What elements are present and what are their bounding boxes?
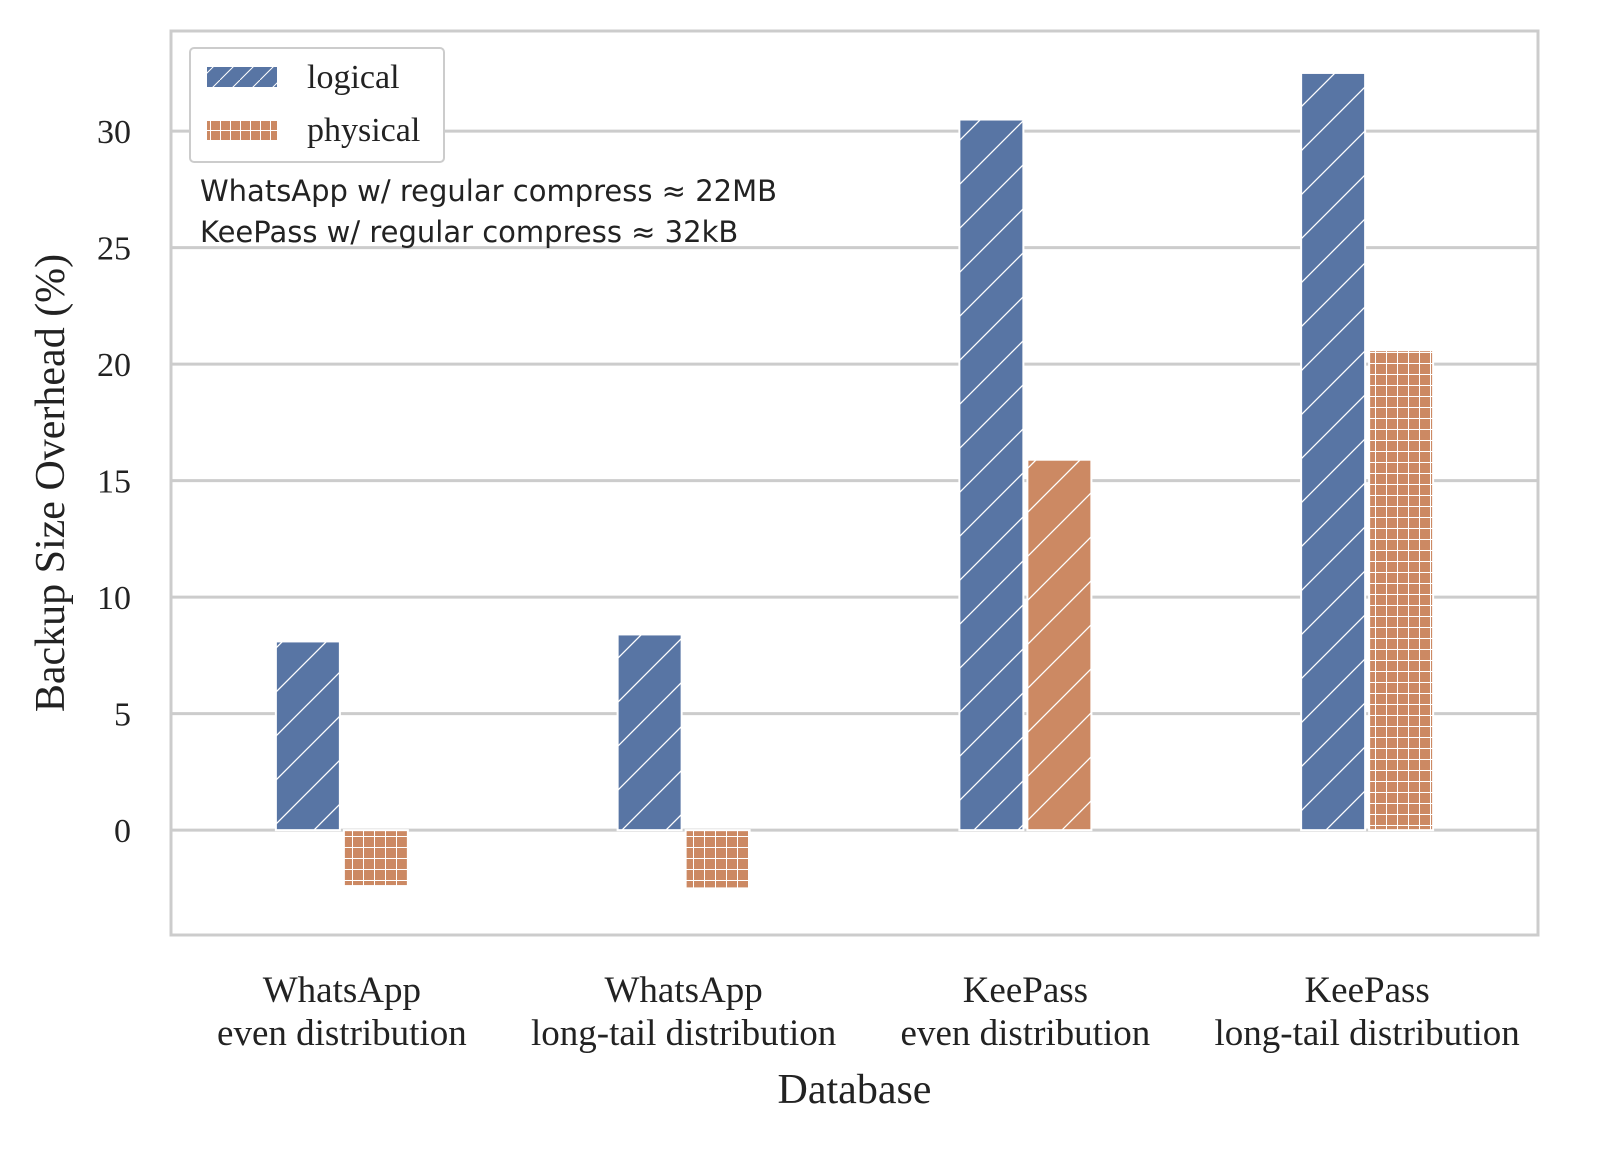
plot-frame: [169, 29, 1540, 937]
legend-swatch-logical: [207, 67, 277, 87]
legend-label-physical: physical: [307, 112, 420, 149]
x-tick-label: WhatsApp: [263, 970, 421, 1011]
y-tick-label: 25: [97, 231, 131, 268]
legend-label-logical: logical: [307, 59, 400, 96]
bar-physical: [684, 829, 751, 890]
bar-physical: [1368, 349, 1435, 832]
legend-swatch-physical: [207, 120, 277, 140]
x-axis-title: Database: [778, 1067, 932, 1113]
x-tick-label: KeePass: [963, 970, 1088, 1011]
bar-physical: [342, 829, 409, 888]
legend: logical physical: [189, 47, 445, 163]
x-tick-label: long-tail distribution: [531, 1013, 836, 1054]
x-tick-label: even distribution: [901, 1013, 1151, 1054]
y-tick-label: 10: [97, 580, 131, 617]
x-tick-label: even distribution: [217, 1013, 467, 1054]
bar-physical: [1026, 458, 1093, 832]
y-tick-labels: 0 5 10 15 20 25 30: [97, 114, 131, 850]
y-tick-label: 20: [97, 347, 131, 384]
bars-layer: [274, 71, 1435, 890]
bar-logical: [616, 633, 683, 832]
annotation-keepass-compress: KeePass w/ regular compress ≈ 32kB: [200, 215, 738, 249]
x-tick-label: long-tail distribution: [1215, 1013, 1520, 1054]
bar-logical: [958, 118, 1025, 832]
y-tick-label: 30: [97, 114, 131, 151]
y-axis-title: Backup Size Overhead (%): [28, 254, 74, 712]
bar-logical: [274, 640, 341, 832]
annotation-whatsapp-compress: WhatsApp w/ regular compress ≈ 22MB: [200, 174, 777, 208]
y-tick-label: 5: [114, 697, 131, 734]
y-tick-label: 0: [114, 813, 131, 850]
x-tick-label: WhatsApp: [605, 970, 763, 1011]
bar-logical: [1300, 71, 1367, 832]
y-tick-label: 15: [97, 464, 131, 501]
x-tick-label: KeePass: [1304, 970, 1429, 1011]
